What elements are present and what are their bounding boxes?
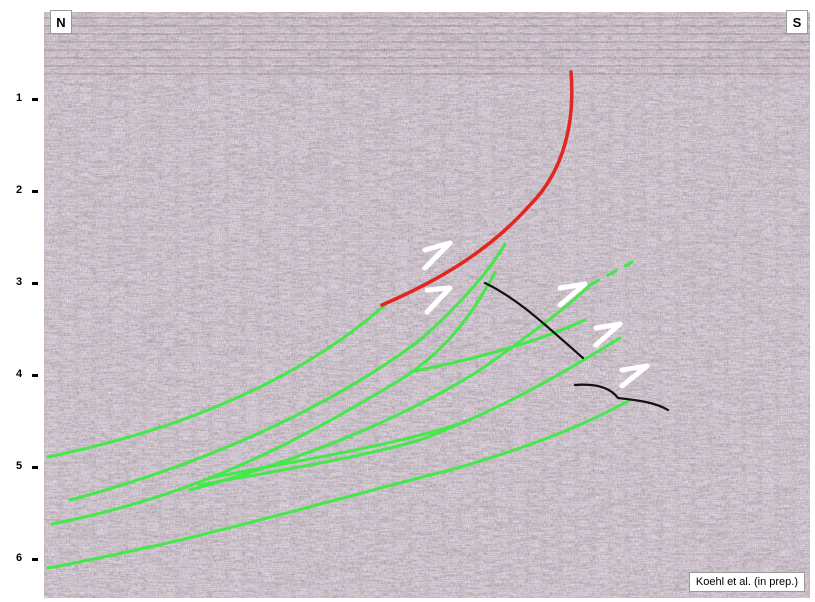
depth-tick-mark-5 [32,466,38,469]
depth-tick-mark-4 [32,374,38,377]
cross-fault-upper [483,281,585,360]
depth-tick-2: 2 [16,184,23,196]
splay-fault-1 [46,303,387,459]
depth-tick-5: 5 [16,460,23,472]
depth-tick-6: 6 [16,552,23,564]
depth-tick-mark-6 [32,558,38,561]
seismic-section [44,8,810,598]
sense-arrow-4 [593,321,623,348]
depth-tick-mark-1 [32,98,38,101]
sense-arrows [422,240,650,389]
depth-axis: 1 2 3 4 5 6 [0,0,44,602]
sense-arrow-2 [424,285,453,315]
depth-tick-mark-2 [32,190,38,193]
splay-fault-4b [588,260,634,287]
depth-tick-4: 4 [16,368,23,380]
north-label: N [50,10,72,34]
splay-fault-2 [68,242,507,502]
depth-tick-mark-3 [32,282,38,285]
sense-arrow-1 [422,240,453,271]
cross-fault-lower [573,383,670,412]
splay-faults [46,242,634,570]
depth-tick-3: 3 [16,276,23,288]
splay-fault-3 [50,270,497,526]
main-fault [380,70,574,307]
cross-cutting-faults [483,281,670,412]
splay-fault-6 [198,336,622,487]
splay-fault-8 [208,418,472,480]
south-label: S [786,10,808,34]
splay-fault-5 [408,318,587,374]
depth-tick-1: 1 [16,92,23,104]
splay-fault-7 [46,398,632,570]
sense-arrow-5 [619,363,650,389]
credit-label: Koehl et al. (in prep.) [688,572,805,592]
sense-arrow-3 [557,281,588,308]
